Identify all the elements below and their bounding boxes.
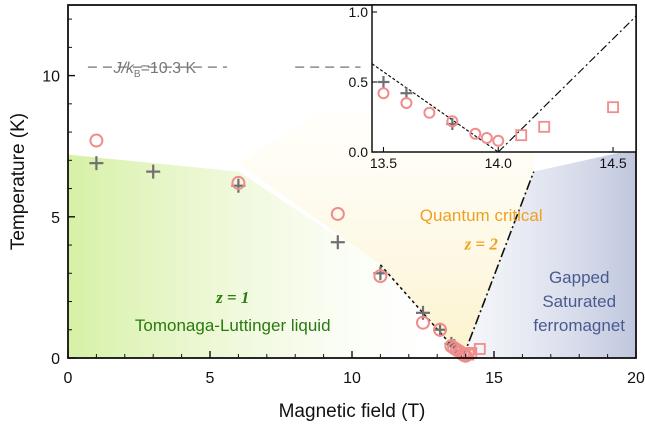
data-marks [89,133,486,363]
inset-plus-point-7 [377,76,390,88]
inset-square-point-2 [607,101,619,114]
quantum-critical-region [238,109,534,358]
y-tick-label-0: 0 [51,351,60,368]
jk-subscript: B [134,69,141,80]
circle-point-3 [373,269,388,284]
jk-main: J/k [112,60,134,77]
inset-y-tick-label-2: 1.0 [349,4,369,20]
tll-z-label: z = 1 [215,288,249,307]
plus-point-0 [89,156,104,171]
inset-circle-point-10 [469,127,482,140]
x-tick-label-2: 10 [343,370,361,387]
qc-name-label: Quantum critical [420,206,543,225]
inset-circle-point-6 [377,87,390,100]
inset-circle-point-7 [400,97,413,109]
plus-point-6 [433,322,448,337]
phase-regions [68,109,636,358]
gapped-label-0: Gapped [549,268,610,287]
inset-y-tick-label-1: 0.5 [349,74,369,90]
x-tick-label-3: 15 [485,370,503,387]
circle-point-1 [231,175,246,190]
reference-line-label: J/kB=10.3 K [112,60,196,80]
qc-z-label: z = 2 [464,234,499,253]
inset-circle-point-11 [480,132,493,144]
x-tick-label-0: 0 [64,370,73,387]
x-axis-title: Magnetic field (T) [279,401,426,422]
inset-x-tick-label-1: 14.0 [485,155,512,171]
circle-point-5 [433,322,448,337]
main-axes: 0 5 10 15 20 0 5 10 Magnetic field (T) Temperatur… [8,4,645,422]
x-tick-label-4: 20 [627,370,645,387]
y-tick-label-1: 5 [51,210,60,227]
circle-point-4 [416,315,430,330]
inset-square-point-0 [515,129,528,142]
y-axis-title: Temperature (K) [8,113,29,250]
tll-region [68,154,463,358]
critical-lines [379,171,535,359]
region-labels: z = 1 Tomonaga-Luttinger liquid Quantum cr… [135,206,625,335]
gapped-region [462,149,636,358]
inset-frame [371,4,637,153]
tll-name-label: Tomonaga-Luttinger liquid [135,316,331,335]
inset-chart: 13.5 14.0 14.5 0.0 0.5 1.0 [349,4,637,171]
plus-point-1 [146,164,161,179]
inset-square-point-1 [538,120,551,133]
inset-y-tick-label-0: 0.0 [349,144,369,160]
circle-point-2 [330,206,345,221]
y-tick-label-2: 10 [42,69,60,86]
plus-point-3 [330,235,345,250]
square-point-2 [473,343,486,355]
inset-circle-point-8 [423,106,436,119]
inset-background [372,5,636,152]
inset-circle-point-12 [492,134,505,147]
circle-point-0 [89,133,104,148]
critical-line-left [379,264,464,359]
gapped-label-1: Saturated [542,292,616,311]
gapped-label-2: ferromagnet [533,316,625,335]
square-point-0 [462,348,475,361]
x-tick-label-1: 5 [206,370,215,387]
inset-critical-line-left [371,63,499,153]
inset-x-tick-label-0: 13.5 [370,155,397,171]
reference-line-group: J/kB=10.3 K [87,60,361,80]
jk-value: =10.3 K [141,60,197,77]
inset-x-tick-label-2: 14.5 [599,155,626,171]
critical-line-right [462,171,535,359]
inset-circle-point-9 [446,115,459,128]
